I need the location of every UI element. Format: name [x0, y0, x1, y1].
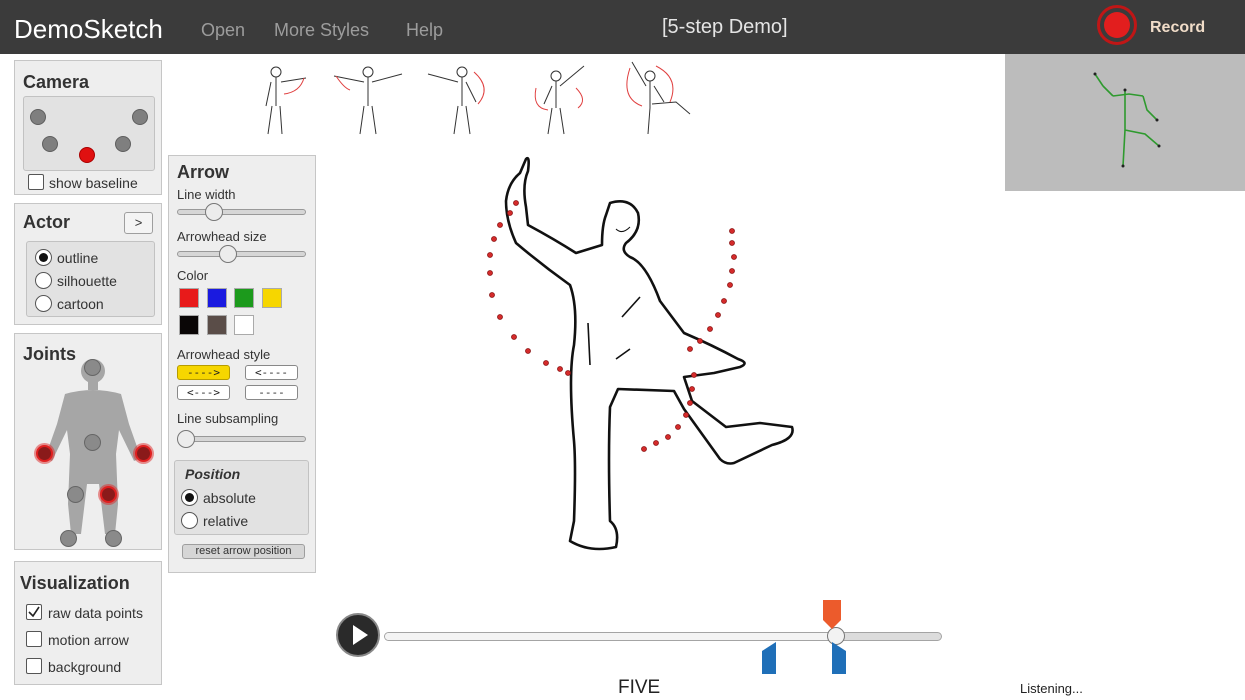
joint-left-foot[interactable]: [105, 530, 122, 547]
joint-torso[interactable]: [84, 434, 101, 451]
camera-position-dot[interactable]: [30, 109, 46, 125]
record-button-icon[interactable]: [1097, 5, 1137, 45]
joint-right-hand-selected[interactable]: [36, 445, 53, 462]
actor-outline-radio[interactable]: [35, 249, 52, 266]
color-label: Color: [177, 268, 209, 283]
record-label[interactable]: Record: [1150, 19, 1206, 36]
actor-outline-label: outline: [57, 250, 99, 266]
joint-head[interactable]: [84, 359, 101, 376]
top-bar: DemoSketch Open More Styles Help [5-step…: [0, 0, 1245, 54]
line-subsampling-slider[interactable]: [177, 436, 306, 442]
keyframe-thumbnail[interactable]: [526, 58, 590, 138]
camera-position-dot[interactable]: [42, 136, 58, 152]
demo-title: [5-step Demo]: [662, 16, 788, 38]
arrow-panel: Arrow Line width Arrowhead size Color Ar…: [168, 155, 316, 573]
arrowhead-style-none-button[interactable]: ----: [245, 385, 298, 400]
arrowhead-size-label: Arrowhead size: [177, 229, 267, 244]
actor-cartoon-radio[interactable]: [35, 295, 52, 312]
joint-right-foot[interactable]: [60, 530, 77, 547]
keyframe-thumbnail[interactable]: [422, 58, 494, 138]
joints-title: Joints: [23, 344, 77, 364]
line-subsampling-label: Line subsampling: [177, 411, 279, 426]
color-swatch[interactable]: [261, 288, 282, 308]
color-swatch[interactable]: [206, 315, 227, 335]
raw-data-points-checkbox[interactable]: [26, 604, 42, 620]
actor-silhouette-label: silhouette: [57, 273, 117, 289]
actor-cartoon-label: cartoon: [57, 296, 104, 312]
actor-style-group: outline silhouette cartoon: [26, 241, 155, 317]
position-relative-radio[interactable]: [181, 512, 198, 529]
show-baseline-label: show baseline: [49, 175, 138, 191]
play-icon: [353, 625, 368, 645]
visualization-panel: Visualization raw data points motion arr…: [14, 561, 162, 685]
camera-title: Camera: [23, 72, 90, 92]
position-absolute-radio[interactable]: [181, 489, 198, 506]
actor-silhouette-radio[interactable]: [35, 272, 52, 289]
checkmark-icon: [28, 606, 40, 618]
line-width-slider-handle[interactable]: [204, 203, 223, 221]
visualization-title: Visualization: [20, 573, 130, 593]
line-width-label: Line width: [177, 187, 236, 202]
keyframe-thumbnail[interactable]: [620, 58, 696, 138]
app-brand: DemoSketch: [14, 14, 163, 44]
actor-title: Actor: [23, 212, 71, 232]
arrowhead-style-label: Arrowhead style: [177, 347, 271, 362]
skeleton-preview: [1005, 54, 1245, 191]
status-text: Listening...: [1020, 681, 1083, 696]
position-title: Position: [185, 466, 241, 482]
reset-arrow-position-button[interactable]: reset arrow position: [182, 544, 305, 559]
actor-panel: Actor > outline silhouette cartoon: [14, 203, 162, 325]
camera-position-dot[interactable]: [132, 109, 148, 125]
color-swatch[interactable]: [179, 288, 199, 308]
show-baseline-checkbox[interactable]: [28, 174, 44, 190]
nav-open[interactable]: Open: [201, 20, 246, 40]
play-button[interactable]: [336, 613, 380, 657]
color-swatch[interactable]: [234, 288, 254, 308]
actor-outline-canvas: [487, 156, 794, 551]
camera-panel: Camera show baseline: [14, 60, 162, 195]
position-group: Position absolute relative: [174, 460, 309, 535]
raw-data-points-label: raw data points: [48, 605, 143, 621]
camera-position-dot[interactable]: [115, 136, 131, 152]
line-width-slider[interactable]: [177, 209, 306, 215]
timeline-playhead[interactable]: [826, 627, 845, 645]
range-start-marker-icon[interactable]: [760, 641, 780, 675]
current-frame-marker-icon[interactable]: [820, 598, 844, 630]
arrowhead-size-slider-handle[interactable]: [219, 245, 238, 263]
actor-expand-button[interactable]: >: [124, 212, 153, 234]
nav-help[interactable]: Help: [406, 20, 444, 40]
color-swatch[interactable]: [234, 315, 254, 335]
arrowhead-style-right-button[interactable]: ---->: [177, 365, 230, 380]
range-end-marker-icon[interactable]: [830, 641, 850, 675]
line-subsampling-slider-handle[interactable]: [177, 430, 195, 448]
timeline-track[interactable]: [384, 632, 942, 641]
position-relative-label: relative: [203, 513, 249, 529]
position-absolute-label: absolute: [203, 490, 256, 506]
motion-arrow-label: motion arrow: [48, 632, 129, 648]
color-swatch[interactable]: [206, 288, 227, 308]
joint-left-knee-selected[interactable]: [100, 486, 117, 503]
keyframe-thumbnail[interactable]: [328, 58, 408, 138]
joint-right-knee[interactable]: [67, 486, 84, 503]
arrowhead-style-both-button[interactable]: <--->: [177, 385, 230, 400]
arrowhead-size-slider[interactable]: [177, 251, 306, 257]
background-checkbox[interactable]: [26, 658, 42, 674]
camera-selector: [23, 96, 155, 171]
joint-left-hand-selected[interactable]: [135, 445, 152, 462]
camera-position-dot-active[interactable]: [79, 147, 95, 163]
step-caption: FIVE: [618, 677, 661, 698]
motion-arrow-checkbox[interactable]: [26, 631, 42, 647]
skeleton-figure-icon: [1093, 72, 1161, 168]
timeline-progress: [385, 633, 836, 640]
color-swatch[interactable]: [179, 315, 199, 335]
nav-more-styles[interactable]: More Styles: [274, 20, 370, 40]
arrow-title: Arrow: [177, 162, 230, 182]
arrowhead-style-left-button[interactable]: <----: [245, 365, 298, 380]
background-label: background: [48, 659, 122, 675]
keyframe-thumbnail[interactable]: [256, 58, 314, 138]
joints-panel: Joints: [14, 333, 162, 550]
